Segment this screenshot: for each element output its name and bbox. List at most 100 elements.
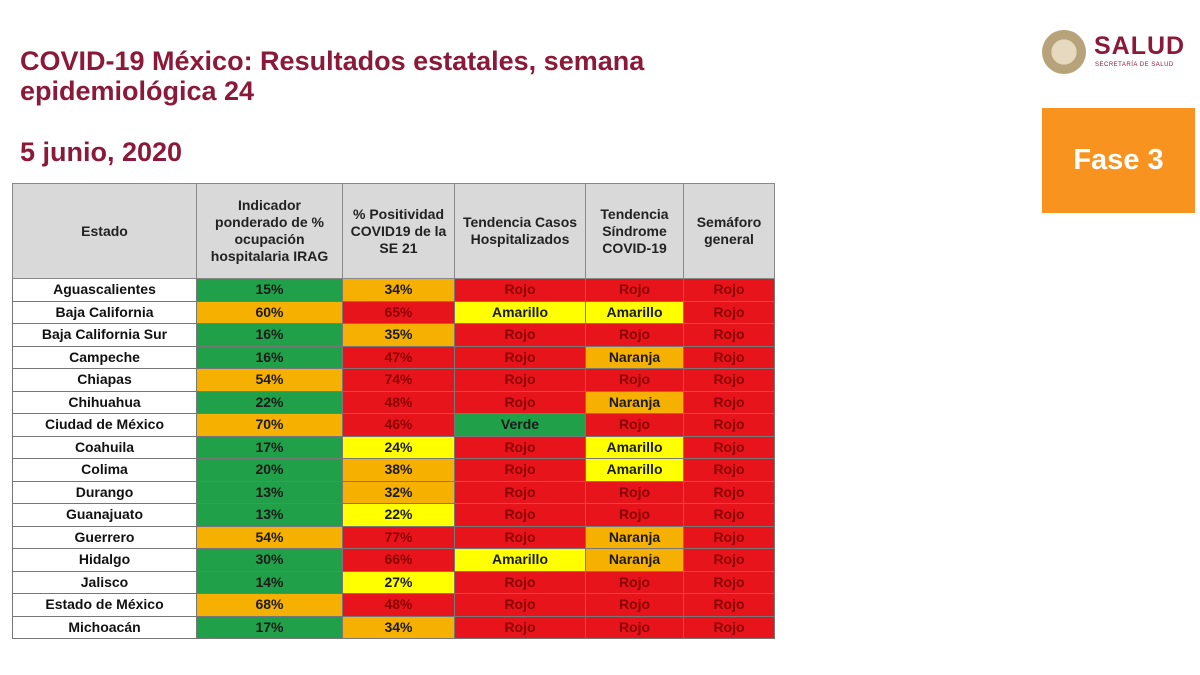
status-cell: 16% — [196, 323, 343, 347]
status-cell: 22% — [196, 390, 343, 414]
status-cell: Rojo — [585, 323, 684, 347]
status-cell: 65% — [342, 300, 455, 324]
state-name: Chiapas — [12, 368, 197, 392]
table-row: Michoacán 17% 34% Rojo Rojo Rojo — [12, 615, 775, 639]
logo: SALUD SECRETARÍA DE SALUD — [1042, 28, 1200, 78]
status-cell: Verde — [454, 413, 586, 437]
status-cell: 70% — [196, 413, 343, 437]
table-row: Coahuila 17% 24% Rojo Amarillo Rojo — [12, 435, 775, 459]
status-cell: Naranja — [585, 345, 684, 369]
column-header: Tendencia Casos Hospitalizados — [454, 183, 586, 279]
status-cell: Naranja — [585, 390, 684, 414]
status-cell: 34% — [342, 278, 455, 302]
status-cell: Rojo — [454, 480, 586, 504]
status-cell: Rojo — [585, 278, 684, 302]
phase-badge: Fase 3 — [1042, 108, 1195, 213]
table-row: Baja California Sur 16% 35% Rojo Rojo Rojo — [12, 323, 775, 347]
status-cell: 32% — [342, 480, 455, 504]
status-cell: Rojo — [454, 525, 586, 549]
status-cell: Rojo — [454, 368, 586, 392]
status-cell: 60% — [196, 300, 343, 324]
status-cell: 66% — [342, 548, 455, 572]
status-cell: 74% — [342, 368, 455, 392]
status-cell: Amarillo — [585, 300, 684, 324]
status-cell: Rojo — [683, 300, 775, 324]
status-cell: Rojo — [454, 435, 586, 459]
status-cell: 13% — [196, 503, 343, 527]
state-name: Aguascalientes — [12, 278, 197, 302]
status-cell: Rojo — [683, 390, 775, 414]
state-name: Estado de México — [12, 593, 197, 617]
status-cell: 46% — [342, 413, 455, 437]
column-header: Tendencia Síndrome COVID-19 — [585, 183, 684, 279]
column-header: % Positividad COVID19 de la SE 21 — [342, 183, 455, 279]
table-row: Chiapas 54% 74% Rojo Rojo Rojo — [12, 368, 775, 392]
status-cell: Rojo — [683, 413, 775, 437]
status-cell: Rojo — [683, 615, 775, 639]
date: 5 junio, 2020 — [20, 137, 183, 167]
status-cell: Rojo — [454, 390, 586, 414]
table-row: Guanajuato 13% 22% Rojo Rojo Rojo — [12, 503, 775, 527]
status-cell: 16% — [196, 345, 343, 369]
status-cell: Amarillo — [454, 548, 586, 572]
status-cell: Rojo — [454, 503, 586, 527]
state-name: Campeche — [12, 345, 197, 369]
status-cell: Rojo — [683, 480, 775, 504]
status-cell: Rojo — [454, 570, 586, 594]
seal — [1042, 30, 1086, 74]
status-cell: 47% — [342, 345, 455, 369]
status-cell: Amarillo — [585, 458, 684, 482]
state-name: Ciudad de México — [12, 413, 197, 437]
table-row: Jalisco 14% 27% Rojo Rojo Rojo — [12, 570, 775, 594]
table-row: Guerrero 54% 77% Rojo Naranja Rojo — [12, 525, 775, 549]
status-cell: 20% — [196, 458, 343, 482]
status-cell: 30% — [196, 548, 343, 572]
status-cell: Rojo — [683, 548, 775, 572]
status-cell: Rojo — [683, 503, 775, 527]
status-cell: 35% — [342, 323, 455, 347]
table-row: Ciudad de México 70% 46% Verde Rojo Rojo — [12, 413, 775, 437]
status-cell: 48% — [342, 390, 455, 414]
table-row: Campeche 16% 47% Rojo Naranja Rojo — [12, 345, 775, 369]
status-cell: 68% — [196, 593, 343, 617]
status-cell: Rojo — [454, 345, 586, 369]
table-row: Chihuahua 22% 48% Rojo Naranja Rojo — [12, 390, 775, 414]
status-cell: 27% — [342, 570, 455, 594]
status-cell: Rojo — [683, 278, 775, 302]
status-cell: Rojo — [585, 503, 684, 527]
status-cell: 34% — [342, 615, 455, 639]
state-name: Colima — [12, 458, 197, 482]
state-name: Jalisco — [12, 570, 197, 594]
status-cell: Rojo — [454, 615, 586, 639]
status-cell: Amarillo — [585, 435, 684, 459]
state-name: Michoacán — [12, 615, 197, 639]
state-name: Coahuila — [12, 435, 197, 459]
header-row: Estado Indicador ponderado de % ocupación… — [12, 183, 775, 279]
status-cell: Rojo — [585, 570, 684, 594]
status-cell: Rojo — [683, 458, 775, 482]
status-cell: 15% — [196, 278, 343, 302]
status-cell: Rojo — [454, 593, 586, 617]
status-cell: Rojo — [585, 615, 684, 639]
table-row: Colima 20% 38% Rojo Amarillo Rojo — [12, 458, 775, 482]
status-cell: Rojo — [585, 413, 684, 437]
state-name: Baja California Sur — [12, 323, 197, 347]
status-cell: 48% — [342, 593, 455, 617]
status-cell: 14% — [196, 570, 343, 594]
status-cell: 17% — [196, 615, 343, 639]
table-row: Baja California 60% 65% Amarillo Amarillo Roj… — [12, 300, 775, 324]
logo-subtitle: SECRETARÍA DE SALUD — [1095, 62, 1174, 68]
state-name: Guerrero — [12, 525, 197, 549]
status-cell: 17% — [196, 435, 343, 459]
table-row: Aguascalientes 15% 34% Rojo Rojo Rojo — [12, 278, 775, 302]
status-cell: Rojo — [454, 458, 586, 482]
state-name: Hidalgo — [12, 548, 197, 572]
state-table: Estado Indicador ponderado de % ocupación… — [12, 183, 775, 639]
status-cell: 13% — [196, 480, 343, 504]
column-header: Indicador ponderado de % ocupación hospi… — [196, 183, 343, 279]
status-cell: Rojo — [683, 570, 775, 594]
status-cell: 77% — [342, 525, 455, 549]
status-cell: Rojo — [585, 593, 684, 617]
status-cell: 54% — [196, 368, 343, 392]
